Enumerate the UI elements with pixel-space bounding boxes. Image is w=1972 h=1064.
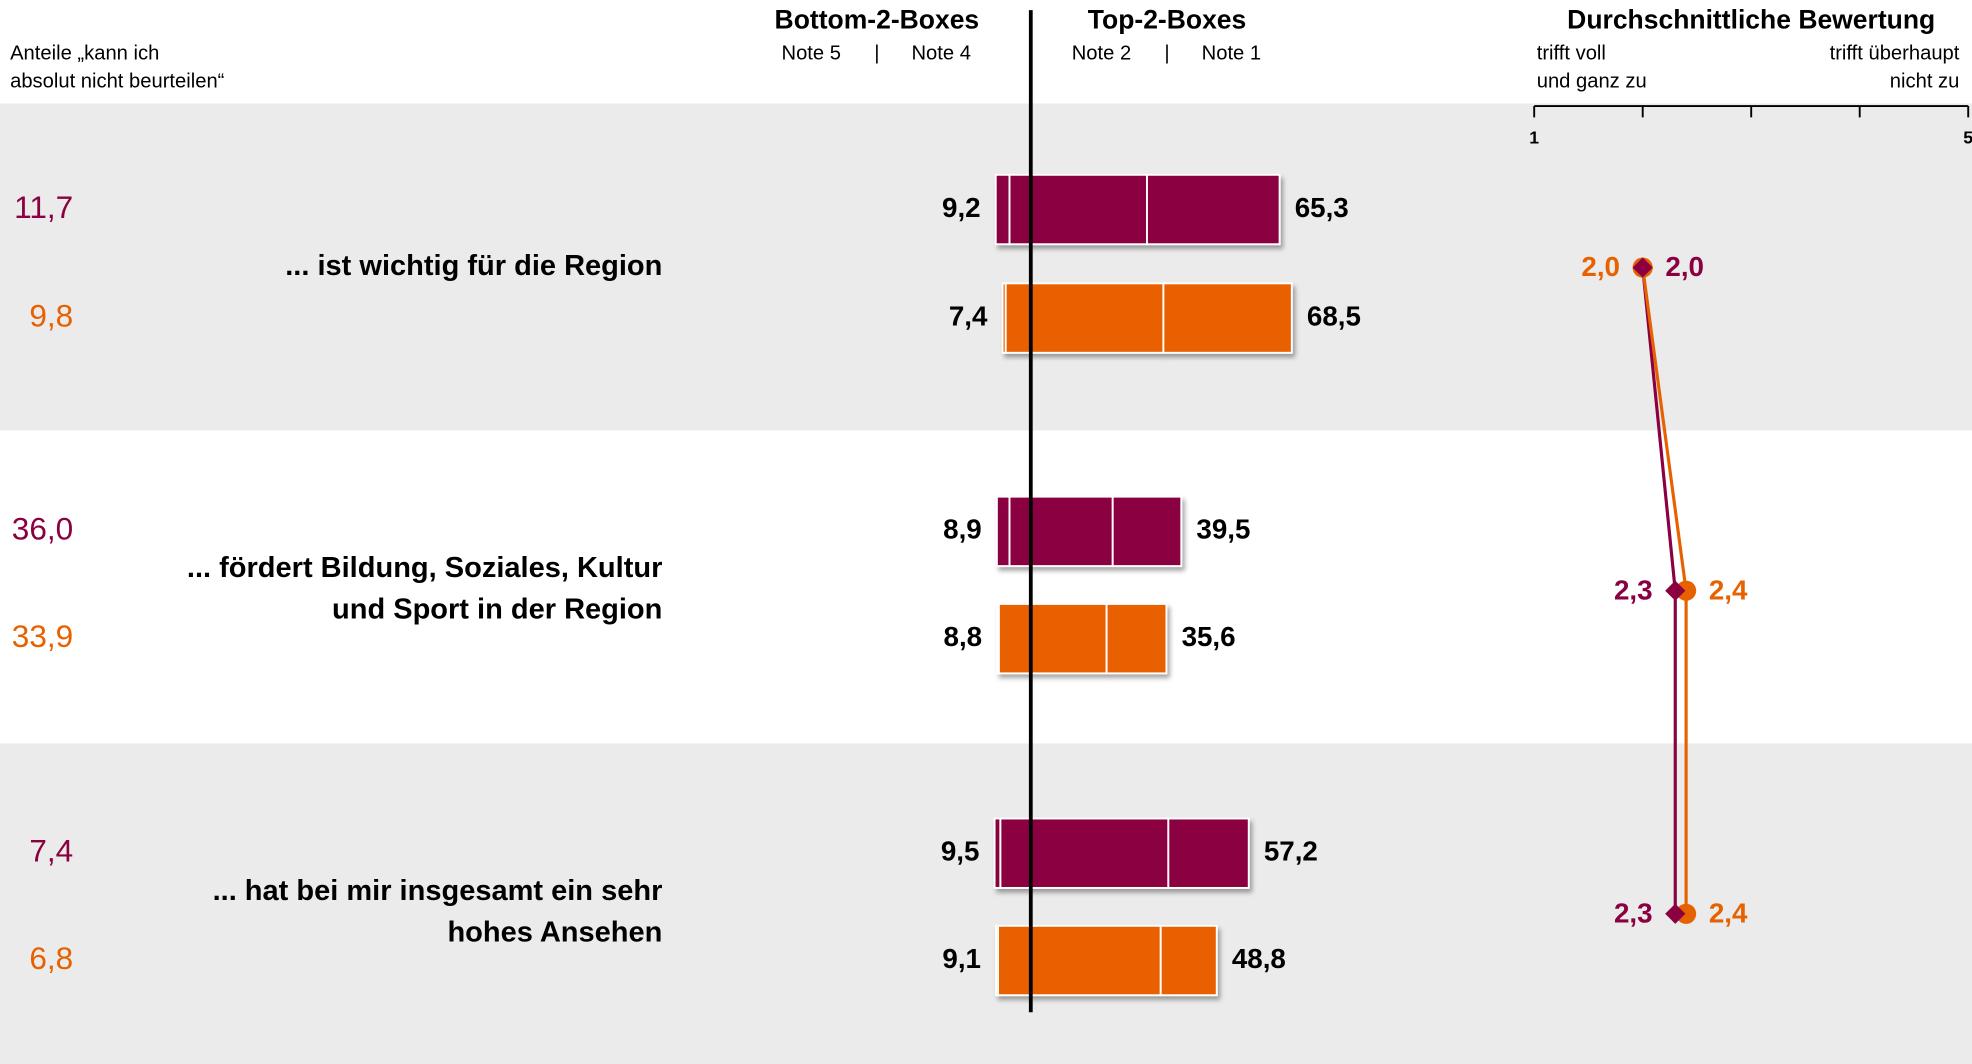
cannot-judge-label: 9,8 xyxy=(29,297,73,333)
mean-label: 2,4 xyxy=(1709,574,1748,605)
bottom2-label: 9,1 xyxy=(942,943,981,974)
top2-label: 57,2 xyxy=(1264,836,1318,867)
rating-right: nicht zu xyxy=(1890,70,1960,92)
note-label: Note 4 xyxy=(911,43,970,65)
row-band xyxy=(0,743,1972,1064)
top-title: Top-2-Boxes xyxy=(1088,4,1247,34)
bar-group xyxy=(993,817,1250,889)
top2-label: 48,8 xyxy=(1232,943,1286,974)
bar-segment xyxy=(995,924,999,997)
cannot-judge-label: 7,4 xyxy=(29,833,73,869)
bar-segment xyxy=(1029,602,1108,675)
top2-label: 39,5 xyxy=(1196,514,1250,545)
rating-right: trifft überhaupt xyxy=(1830,43,1960,65)
bottom2-label: 7,4 xyxy=(949,300,988,331)
bar-segment xyxy=(1105,602,1168,675)
left-note: Anteile „kann ich xyxy=(10,43,159,65)
bar-segment xyxy=(1029,282,1165,354)
category-label: ... fördert Bildung, Soziales, Kultur xyxy=(187,552,662,584)
bar-segment xyxy=(1029,495,1114,568)
mean-marker xyxy=(1665,580,1686,601)
cannot-judge-label: 33,9 xyxy=(12,618,73,654)
bar-segment xyxy=(997,602,1032,675)
mean-label: 2,3 xyxy=(1614,574,1653,605)
bar-segment xyxy=(994,173,1011,246)
bar-segment xyxy=(1029,173,1148,246)
bar-group xyxy=(1001,282,1293,354)
mean-marker xyxy=(1665,903,1686,924)
bar-segment xyxy=(1167,817,1250,889)
cannot-judge-label: 11,7 xyxy=(14,189,73,225)
x-tick-label: 5 xyxy=(1963,128,1972,148)
cannot-judge-label: 6,8 xyxy=(29,940,73,976)
note-separator: | xyxy=(1164,43,1169,65)
category-label: ... ist wichtig für die Region xyxy=(285,250,662,282)
bar-group xyxy=(995,495,1183,568)
note-separator: | xyxy=(874,43,879,65)
bar-segment xyxy=(993,817,1002,889)
bar-segment xyxy=(1029,924,1162,997)
bar-group xyxy=(996,602,1168,675)
bottom2-label: 8,9 xyxy=(943,514,982,545)
bar-segment xyxy=(1008,495,1032,568)
mean-label: 2,0 xyxy=(1665,251,1704,282)
bar-group xyxy=(995,924,1218,997)
category-label: ... hat bei mir insgesamt ein sehr xyxy=(213,875,663,907)
note-label: Note 2 xyxy=(1072,43,1131,65)
note-label: Note 5 xyxy=(782,43,841,65)
bottom-title: Bottom-2-Boxes xyxy=(775,4,980,34)
bottom2-label: 9,2 xyxy=(942,192,981,223)
x-tick-label: 1 xyxy=(1529,128,1539,148)
left-note: absolut nicht beurteilen“ xyxy=(10,70,224,92)
category-label: hohes Ansehen xyxy=(447,917,662,949)
mean-marker xyxy=(1676,580,1697,601)
rating-left: trifft voll xyxy=(1537,43,1606,65)
bar-segment xyxy=(1111,495,1183,568)
mean-label: 2,0 xyxy=(1581,251,1620,282)
note-label: Note 1 xyxy=(1202,43,1261,65)
bar-segment xyxy=(1004,282,1032,354)
bar-segment xyxy=(995,495,1011,568)
rating-title: Durchschnittliche Bewertung xyxy=(1567,4,1935,34)
mean-label: 2,4 xyxy=(1709,897,1748,928)
top2-label: 65,3 xyxy=(1295,192,1349,223)
bottom2-label: 8,8 xyxy=(944,621,983,652)
cannot-judge-label: 36,0 xyxy=(12,511,73,547)
bar-segment xyxy=(1029,817,1170,889)
bar-segment xyxy=(999,817,1032,889)
bar-segment xyxy=(996,602,1000,675)
bar-segment xyxy=(997,924,1032,997)
bar-segment xyxy=(1162,282,1293,354)
bar-segment xyxy=(1008,173,1032,246)
mean-marker xyxy=(1676,903,1697,924)
top2-label: 68,5 xyxy=(1307,300,1361,331)
mean-label: 2,3 xyxy=(1614,897,1653,928)
category-label: und Sport in der Region xyxy=(332,594,662,626)
bar-segment xyxy=(1001,282,1007,354)
top2-label: 35,6 xyxy=(1182,621,1236,652)
rating-left: und ganz zu xyxy=(1537,70,1647,92)
bar-segment xyxy=(1159,924,1218,997)
bottom2-label: 9,5 xyxy=(941,836,980,867)
bar-segment xyxy=(1146,173,1281,246)
bar-group xyxy=(994,173,1281,246)
